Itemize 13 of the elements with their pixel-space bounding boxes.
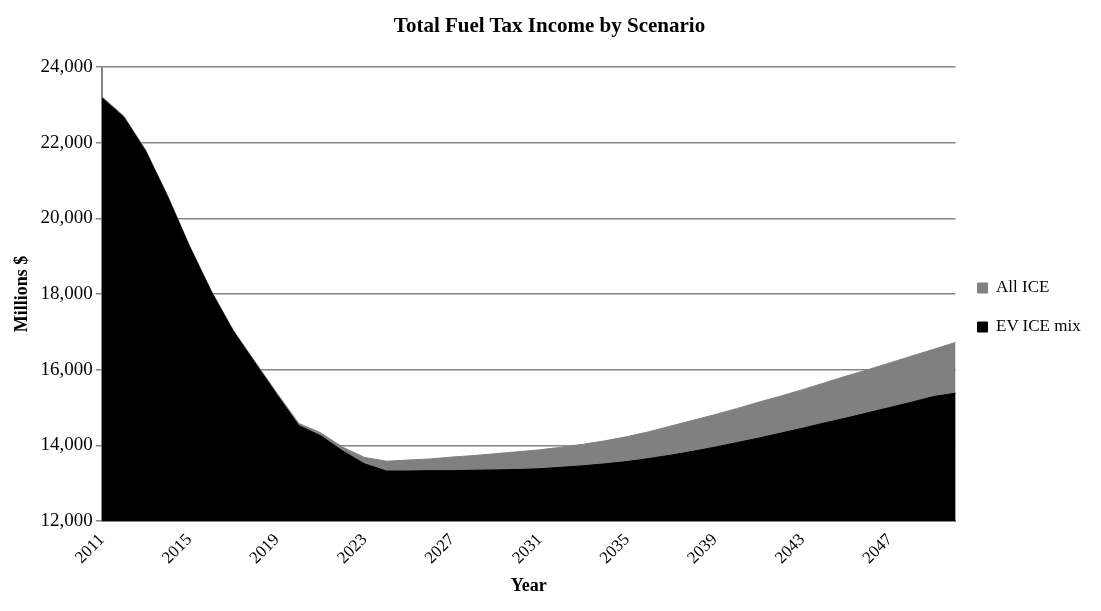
y-tick-label: 16,000 [40,357,93,379]
y-axis-title: Millions $ [11,255,32,333]
chart-title: Total Fuel Tax Income by Scenario [393,13,706,38]
x-tick-label: 2011 [70,529,108,567]
y-tick-label: 24,000 [40,55,93,77]
y-tick-label: 14,000 [40,433,93,455]
y-tick-label: 20,000 [40,206,93,228]
y-tick-label: 22,000 [40,130,93,152]
x-axis-title: Year [510,574,547,595]
y-tick-label: 12,000 [40,508,93,530]
legend-label: All ICE [996,277,1050,297]
legend-label: EV ICE mix [996,316,1082,336]
y-tick-label: 18,000 [40,282,93,304]
